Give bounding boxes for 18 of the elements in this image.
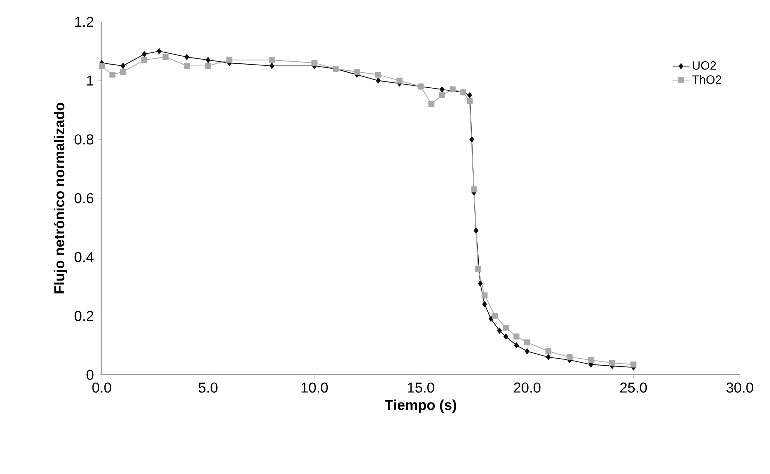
legend-label: UO2 bbox=[693, 61, 716, 70]
x-axis-title: Tiempo (s) bbox=[385, 400, 456, 414]
y-axis-title: Flujo netrónico normalizado bbox=[54, 103, 68, 294]
legend-label: ThO2 bbox=[692, 75, 722, 84]
x-tick-label: 30.0 bbox=[726, 382, 754, 393]
y-tick-label: 1.2 bbox=[75, 16, 94, 28]
y-tick-label: 0.6 bbox=[74, 193, 94, 204]
x-tick-label: 15.0 bbox=[408, 382, 434, 393]
x-tick-label: 5.0 bbox=[198, 382, 218, 393]
y-tick-label: 0.8 bbox=[74, 134, 94, 145]
x-tick-label: 10.0 bbox=[302, 382, 328, 393]
y-tick-label: 0.4 bbox=[74, 252, 94, 262]
y-tick-label: 0 bbox=[86, 370, 94, 380]
x-tick-label: 0.0 bbox=[92, 382, 112, 393]
y-tick-label: 0.2 bbox=[74, 311, 94, 322]
y-tick-label: 1 bbox=[87, 76, 94, 86]
x-tick-label: 25.0 bbox=[620, 382, 648, 393]
x-tick-label: 20.0 bbox=[514, 382, 541, 393]
